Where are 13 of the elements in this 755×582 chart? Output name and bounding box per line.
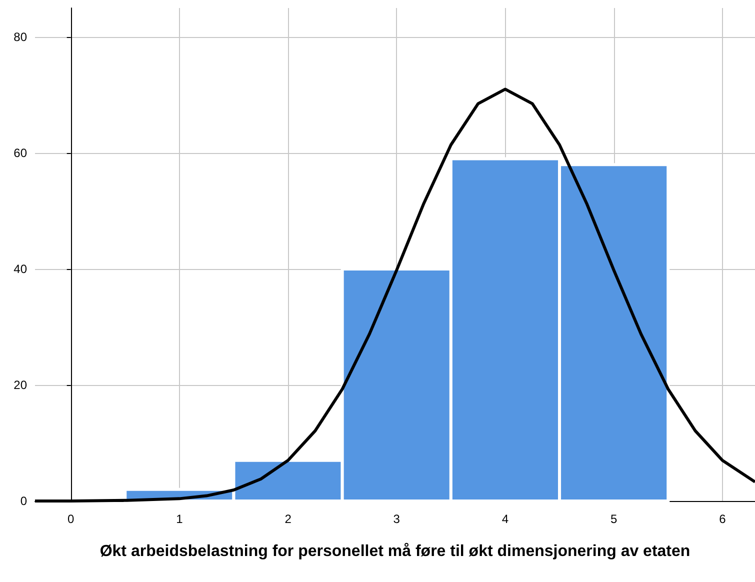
- x-tick-label: 2: [284, 512, 292, 526]
- y-tick-label: 40: [14, 262, 28, 276]
- x-tick-label: 6: [719, 512, 726, 526]
- y-tick-label: 60: [14, 146, 28, 160]
- y-tick-label: 80: [14, 30, 28, 44]
- x-tick-label: 5: [610, 512, 618, 526]
- x-tick-label: 1: [176, 512, 184, 526]
- x-axis-title: Økt arbeidsbelastning for personellet må føre til økt dimensjonering av etaten: [100, 542, 690, 560]
- y-tick-label: 20: [14, 378, 28, 392]
- x-tick-label: 0: [67, 512, 74, 526]
- x-tick-label: 4: [502, 512, 509, 526]
- y-tick-label: 0: [20, 494, 28, 508]
- x-tick-label: 3: [393, 512, 400, 526]
